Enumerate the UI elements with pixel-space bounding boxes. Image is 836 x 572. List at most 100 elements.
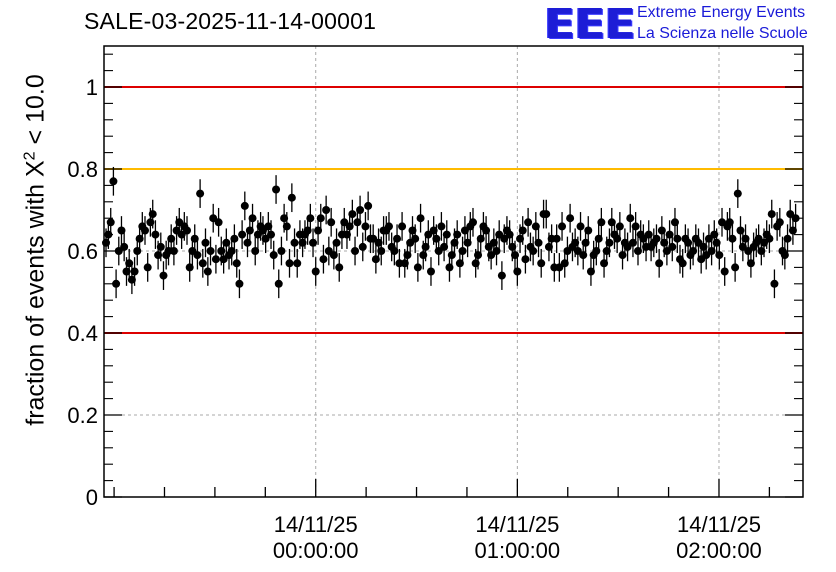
data-point bbox=[537, 259, 546, 268]
data-point bbox=[130, 267, 139, 276]
x-tick-label-date: 14/11/25 bbox=[274, 512, 358, 537]
data-point bbox=[222, 238, 231, 247]
data-point bbox=[345, 222, 354, 231]
data-point bbox=[371, 255, 380, 264]
data-point bbox=[146, 218, 155, 227]
data-point bbox=[689, 247, 698, 255]
data-point bbox=[351, 247, 360, 255]
data-point bbox=[319, 255, 328, 264]
data-point bbox=[122, 267, 131, 276]
data-point bbox=[463, 238, 472, 247]
data-point bbox=[560, 259, 569, 268]
data-point bbox=[198, 259, 207, 268]
data-point bbox=[374, 238, 383, 247]
data-point bbox=[524, 218, 533, 227]
data-point bbox=[403, 251, 412, 260]
data-point bbox=[733, 189, 742, 198]
data-point bbox=[196, 189, 205, 198]
data-point bbox=[419, 251, 428, 260]
data-point bbox=[377, 247, 386, 255]
data-point bbox=[492, 247, 501, 255]
data-point bbox=[125, 259, 134, 268]
data-point bbox=[109, 177, 118, 186]
data-point bbox=[327, 218, 336, 227]
data-point bbox=[329, 251, 338, 260]
logo-line-1: Extreme Energy Events bbox=[637, 4, 806, 21]
data-point bbox=[715, 251, 724, 260]
data-point bbox=[206, 247, 215, 255]
data-point bbox=[673, 234, 682, 243]
data-point bbox=[597, 218, 606, 227]
data-point bbox=[411, 234, 420, 243]
data-point bbox=[618, 251, 627, 260]
data-point bbox=[264, 222, 273, 231]
data-point bbox=[775, 218, 784, 227]
data-point bbox=[185, 263, 194, 272]
data-point bbox=[269, 251, 278, 260]
chart-title: SALE-03-2025-11-14-00001 bbox=[84, 8, 377, 34]
data-point bbox=[183, 226, 192, 235]
data-point bbox=[652, 234, 661, 243]
data-point bbox=[280, 214, 289, 223]
data-point bbox=[474, 251, 483, 260]
data-point bbox=[613, 234, 622, 243]
data-point bbox=[602, 247, 611, 255]
data-point bbox=[712, 238, 721, 247]
data-point bbox=[413, 263, 422, 272]
data-point bbox=[655, 259, 664, 268]
data-point bbox=[529, 247, 538, 255]
data-point bbox=[445, 263, 454, 272]
data-point bbox=[508, 242, 517, 251]
data-point bbox=[306, 214, 315, 223]
x-tick-label-time: 01:00:00 bbox=[475, 538, 561, 563]
data-point bbox=[542, 210, 551, 219]
data-point bbox=[384, 222, 393, 231]
data-point bbox=[510, 251, 519, 260]
data-point bbox=[309, 238, 318, 247]
data-point bbox=[592, 247, 601, 255]
data-point bbox=[566, 214, 575, 223]
data-point bbox=[600, 259, 609, 268]
data-point bbox=[235, 279, 244, 288]
data-point bbox=[272, 185, 281, 194]
data-point bbox=[156, 242, 165, 251]
data-point bbox=[770, 279, 779, 288]
data-point bbox=[230, 234, 239, 243]
data-point bbox=[353, 218, 362, 227]
data-point bbox=[232, 259, 241, 268]
data-point bbox=[788, 226, 797, 235]
data-point bbox=[576, 222, 585, 231]
data-point bbox=[518, 226, 527, 235]
data-point bbox=[531, 222, 540, 231]
y-tick-label: 0.6 bbox=[67, 239, 98, 264]
data-point bbox=[468, 218, 477, 227]
data-point bbox=[342, 230, 351, 239]
data-point bbox=[102, 238, 111, 247]
data-point bbox=[364, 201, 373, 210]
y-tick-label: 0.8 bbox=[67, 157, 98, 182]
data-point bbox=[361, 222, 370, 231]
data-point bbox=[607, 218, 616, 227]
data-point bbox=[169, 247, 178, 255]
data-point bbox=[398, 222, 407, 231]
data-point bbox=[437, 222, 446, 231]
data-point bbox=[521, 255, 530, 264]
data-point bbox=[605, 238, 614, 247]
x-tick-label-time: 00:00:00 bbox=[273, 538, 359, 563]
data-point bbox=[660, 238, 669, 247]
data-point bbox=[416, 214, 425, 223]
data-point bbox=[505, 230, 514, 239]
y-tick-label: 0.4 bbox=[67, 321, 98, 346]
data-point bbox=[757, 247, 766, 255]
x-tick-label-date: 14/11/25 bbox=[677, 512, 761, 537]
data-point bbox=[358, 242, 367, 251]
data-point bbox=[303, 226, 312, 235]
data-point bbox=[356, 206, 365, 214]
data-point bbox=[534, 238, 543, 247]
data-point bbox=[594, 234, 603, 243]
data-point bbox=[628, 238, 637, 247]
data-point bbox=[201, 238, 210, 247]
data-point bbox=[586, 267, 595, 276]
data-point bbox=[348, 210, 357, 219]
data-point bbox=[408, 226, 417, 235]
